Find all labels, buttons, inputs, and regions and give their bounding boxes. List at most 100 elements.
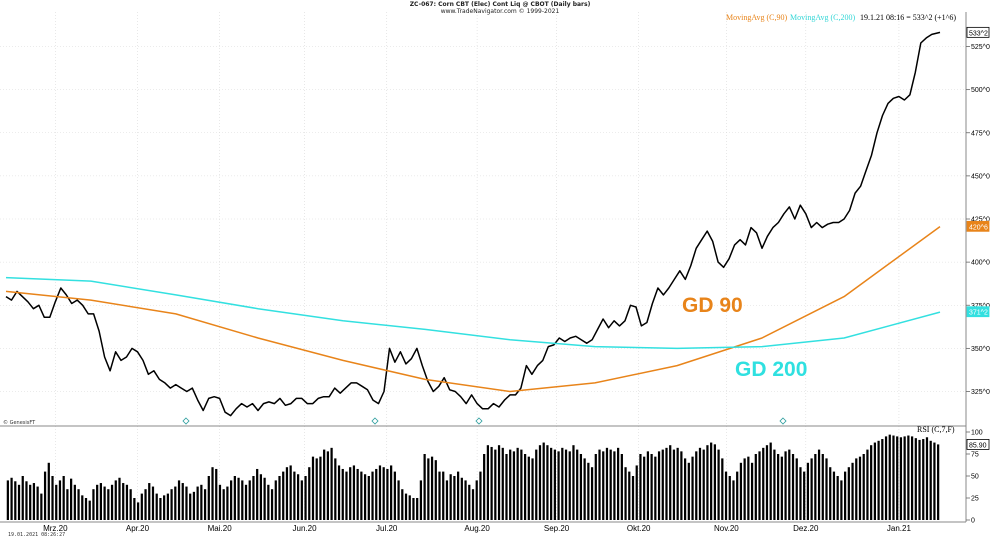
rsi-bar: [520, 449, 523, 520]
rsi-bar: [270, 489, 274, 520]
rsi-bar: [691, 456, 694, 520]
rsi-bar: [509, 449, 512, 520]
rsi-bar: [6, 480, 9, 520]
rsi-bar: [747, 456, 750, 520]
x-tick-label: Mrz.20: [43, 524, 68, 533]
rsi-bar: [326, 451, 329, 520]
rsi-bar: [43, 471, 47, 520]
rsi-bar: [233, 476, 236, 520]
rsi-bar: [680, 451, 683, 520]
rsi-bar: [494, 449, 497, 520]
rsi-bar: [546, 445, 549, 520]
rsi-bar: [438, 471, 441, 520]
rsi-bar: [635, 465, 638, 520]
rsi-bar: [877, 440, 880, 520]
rsi-bar: [319, 456, 322, 520]
rsi-bar: [479, 471, 482, 520]
rsi-bar: [594, 454, 597, 520]
x-tick-label: Sep.20: [544, 524, 570, 533]
rsi-bar: [933, 442, 936, 520]
rsi-y-tick-label: 0: [971, 518, 975, 525]
rsi-bar: [617, 447, 620, 520]
rsi-bar: [363, 474, 367, 520]
rsi-bar: [456, 471, 460, 520]
rsi-bar: [300, 480, 303, 520]
x-tick-label: Jul.20: [376, 524, 398, 533]
rsi-bar: [453, 476, 456, 520]
price-label-box-ma200: [966, 306, 990, 318]
rsi-bar: [96, 484, 99, 520]
rsi-bar: [282, 471, 285, 520]
rsi-bar: [237, 477, 240, 520]
rsi-bar: [177, 480, 181, 520]
rsi-bar: [743, 458, 746, 520]
rsi-bar: [349, 467, 352, 520]
legend-ma90: MovingAvg (C,90): [726, 13, 788, 22]
rsi-bar: [713, 444, 716, 520]
rsi-y-tick-label: 75: [971, 452, 979, 459]
rsi-bar: [899, 437, 903, 520]
rsi-bar: [218, 484, 222, 520]
rsi-bar: [750, 462, 754, 520]
annotation-gd200: GD 200: [735, 358, 808, 381]
event-marker-icon: [371, 417, 379, 425]
rsi-bar: [501, 447, 504, 520]
rsi-bar: [542, 442, 545, 520]
rsi-bar: [810, 458, 813, 520]
rsi-bar: [643, 456, 646, 520]
rsi-bar: [77, 489, 80, 520]
rsi-bar: [884, 436, 888, 520]
rsi-bar: [47, 462, 50, 520]
rsi-bar: [847, 467, 850, 520]
rsi-bar: [140, 493, 143, 520]
rsi-bar: [296, 474, 300, 520]
rsi-bar: [676, 447, 679, 520]
rsi-bar: [486, 445, 490, 520]
rsi-bar: [315, 458, 318, 520]
rsi-bar: [579, 454, 583, 520]
rsi-bar: [665, 447, 668, 520]
rsi-bar: [657, 451, 661, 520]
rsi-bar: [58, 480, 62, 520]
rsi-bar: [873, 442, 876, 520]
rsi-bar: [189, 493, 192, 520]
rsi-bar: [497, 445, 501, 520]
rsi-bar: [200, 484, 203, 520]
rsi-bar: [412, 498, 415, 520]
rsi-bar: [122, 483, 125, 520]
rsi-bar: [230, 480, 233, 520]
genesis-watermark: © GenesisFT: [3, 420, 36, 426]
rsi-bar: [107, 489, 110, 520]
y-tick-label: 400^0: [971, 260, 990, 267]
rsi-bar: [862, 454, 865, 520]
rsi-bar: [14, 481, 17, 520]
price-label-box-last: [966, 26, 990, 38]
rsi-bar: [475, 480, 478, 520]
rsi-bar: [289, 465, 292, 520]
rsi-bar: [832, 471, 836, 520]
rsi-bar: [535, 449, 538, 520]
rsi-bar: [803, 471, 806, 520]
series-line-close: [5, 31, 941, 417]
rsi-last-box: [966, 439, 990, 450]
rsi-bar: [337, 465, 341, 520]
rsi-bar: [858, 456, 862, 520]
rsi-bar: [404, 493, 408, 520]
rsi-bar: [416, 498, 419, 520]
rsi-bar: [244, 484, 248, 520]
rsi-bar: [129, 489, 132, 520]
rsi-bar: [840, 480, 843, 520]
rsi-bar: [806, 462, 810, 520]
rsi-bar: [114, 480, 117, 520]
rsi-bar: [553, 449, 556, 520]
rsi-bar: [468, 484, 471, 520]
y-tick-label: 325^0: [971, 389, 990, 396]
rsi-bar: [423, 454, 426, 520]
price-label-last: 533^2: [969, 30, 988, 37]
footer-timestamp: 19.01.2021 08:26:27: [8, 532, 66, 538]
rsi-bar: [174, 486, 177, 520]
rsi-bar: [795, 458, 798, 520]
x-tick-label: Okt.20: [627, 524, 651, 533]
rsi-bar: [512, 451, 516, 520]
